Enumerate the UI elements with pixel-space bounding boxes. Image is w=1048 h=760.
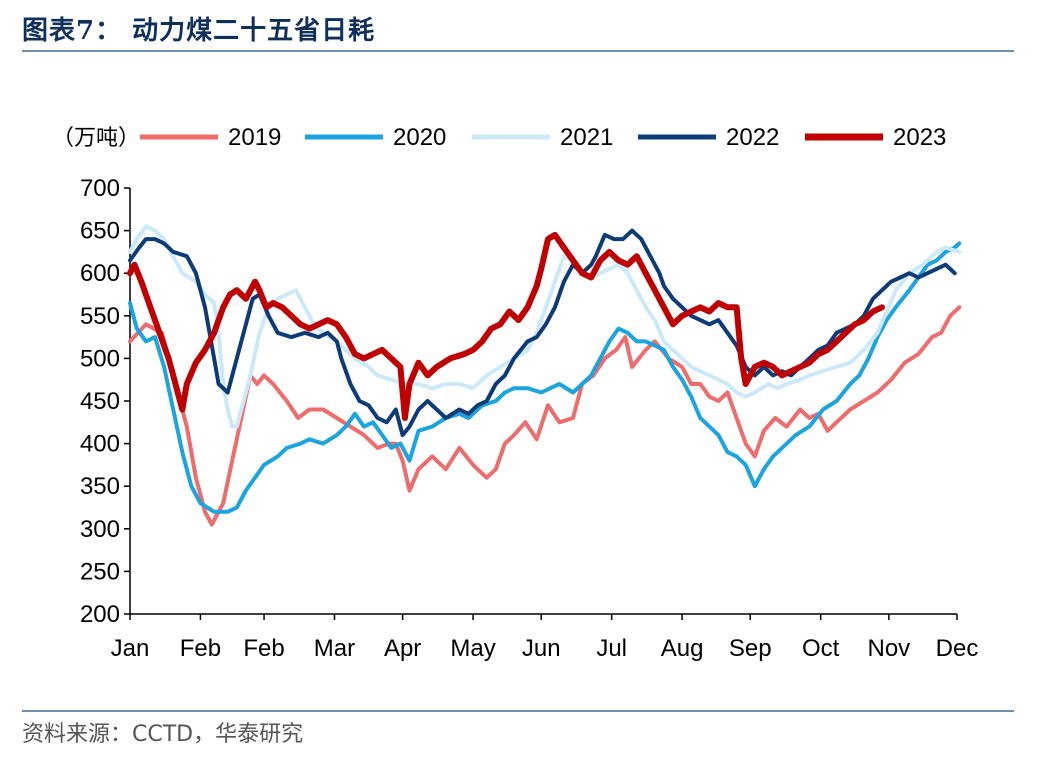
series-line-2020: [128, 241, 962, 514]
source-rule: [22, 710, 1014, 712]
x-tick-label: Jul: [596, 635, 627, 662]
x-tick-label: Aug: [661, 635, 704, 662]
title-rule: [22, 50, 1014, 52]
x-tick-label: Oct: [802, 635, 840, 662]
source-note: 资料来源：CCTD，华泰研究: [22, 722, 304, 747]
y-tick-label: 700: [80, 175, 120, 202]
unit-label: （万吨）: [52, 125, 140, 150]
y-tick-label: 550: [80, 303, 120, 330]
x-tick-label: Apr: [384, 635, 421, 662]
y-tick-label: 450: [80, 388, 120, 415]
x-tick-label: Feb: [243, 635, 284, 662]
y-tick-label: 350: [80, 473, 120, 500]
y-tick-label: 500: [80, 345, 120, 372]
series-layer: [127, 224, 962, 527]
x-tick-label: May: [450, 635, 495, 662]
y-tick-label: 200: [80, 601, 120, 628]
legend-label-2019: 2019: [228, 124, 281, 151]
y-tick-label: 400: [80, 431, 120, 458]
legend: 2019 2020 2021 2022 2023: [140, 124, 946, 151]
axes: 200 250 300 350 400 450 500 550 600 650 700 Jan Feb F…: [80, 175, 978, 662]
y-tick-label: 250: [80, 558, 120, 585]
series-line-2023: [127, 231, 885, 421]
x-tick-label: Nov: [867, 635, 910, 662]
legend-label-2021: 2021: [560, 124, 613, 151]
y-tick-label: 650: [80, 218, 120, 245]
legend-label-2020: 2020: [393, 124, 446, 151]
figure-title: 图表7： 动力煤二十五省日耗: [22, 16, 376, 46]
x-tick-label: Sep: [729, 635, 772, 662]
series-line-2021: [128, 224, 962, 429]
y-tick-label: 300: [80, 516, 120, 543]
x-tick-label: Jun: [522, 635, 561, 662]
y-tick-label: 600: [80, 260, 120, 287]
x-tick-label: Feb: [180, 635, 221, 662]
legend-label-2023: 2023: [893, 124, 946, 151]
x-tick-label: Dec: [936, 635, 979, 662]
legend-label-2022: 2022: [726, 124, 779, 151]
x-tick-label: Mar: [314, 635, 355, 662]
series-line-2019: [128, 305, 962, 527]
x-tick-label: Jan: [111, 635, 150, 662]
